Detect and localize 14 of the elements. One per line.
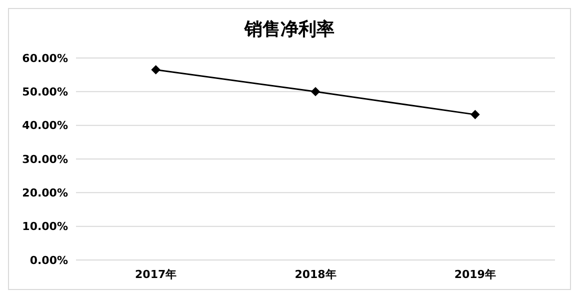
x-tick-label: 2017年 xyxy=(135,268,177,281)
x-tick-label: 2018年 xyxy=(294,268,336,281)
y-tick-label: 10.00% xyxy=(22,220,68,234)
y-tick-label: 50.00% xyxy=(22,86,68,99)
point xyxy=(151,65,160,74)
y-tick-label: 60.00% xyxy=(22,52,68,65)
point xyxy=(470,110,480,120)
y-tick-label: 40.00% xyxy=(22,119,68,132)
x-tick-label: 2019年 xyxy=(454,268,496,281)
chart-title: 销售净利率 xyxy=(244,19,334,40)
y-tick-label: 0.00% xyxy=(30,254,68,267)
y-tick-label: 20.00% xyxy=(22,186,68,200)
point xyxy=(310,87,320,96)
y-tick-label: 30.00% xyxy=(22,152,68,166)
